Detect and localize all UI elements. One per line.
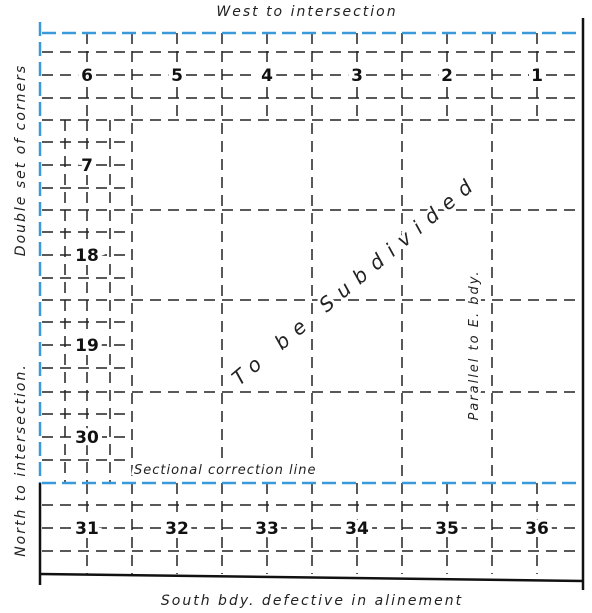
section-number: 36 [525, 519, 549, 539]
section-number: 30 [75, 428, 99, 448]
section-number: 5 [171, 66, 183, 86]
section-number: 32 [165, 519, 189, 539]
section-number: 4 [261, 66, 273, 86]
section-number: 19 [75, 336, 99, 356]
correction-label: Sectional correction line [134, 463, 316, 478]
parallel-label: Parallel to E. bdy. [467, 269, 482, 420]
section-number: 34 [345, 519, 369, 539]
section-number: 7 [81, 156, 93, 176]
section-number: 31 [75, 519, 99, 539]
bottom-label: South bdy. defective in alinement [161, 593, 463, 609]
section-number: 3 [351, 66, 363, 86]
section-number: 6 [81, 66, 93, 86]
center-label: To be Subdivided [227, 169, 484, 390]
left-label: Double set of corners [13, 64, 29, 256]
left-label: North to intersection. [13, 363, 29, 557]
section-number: 18 [75, 246, 99, 266]
section-number: 33 [255, 519, 279, 539]
grid-line [39, 572, 584, 583]
section-number: 35 [435, 519, 459, 539]
grid [38, 18, 585, 590]
section-number: 2 [441, 66, 453, 86]
section-number: 1 [531, 66, 543, 86]
top-label: West to intersection [216, 4, 397, 20]
